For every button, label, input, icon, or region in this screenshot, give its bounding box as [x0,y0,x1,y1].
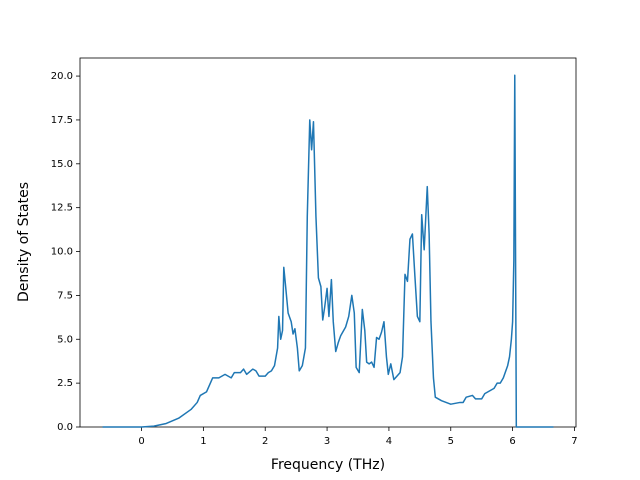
y-tick-label: 20.0 [51,71,73,82]
x-tick-label: 7 [571,436,577,447]
dos-line [102,74,554,428]
y-tick-label: 10.0 [51,247,73,258]
x-axis-label: Frequency (THz) [271,457,385,473]
x-tick-label: 1 [200,436,206,447]
y-tick-label: 2.5 [57,378,73,389]
x-tick-label: 6 [509,436,515,447]
y-axis-label: Density of States [16,182,32,302]
plot-frame [79,57,577,428]
y-tick-label: 12.5 [51,203,73,214]
y-tick-label: 5.0 [57,334,73,345]
x-tick-label: 4 [386,436,392,447]
x-tick-label: 3 [324,436,330,447]
x-tick-label: 2 [262,436,268,447]
y-tick-label: 0.0 [57,422,73,433]
x-tick-label: 5 [448,436,454,447]
y-tick-label: 15.0 [51,159,73,170]
x-tick-label: 0 [138,436,144,447]
y-tick-label: 17.5 [51,115,73,126]
y-tick-label: 7.5 [57,290,73,301]
